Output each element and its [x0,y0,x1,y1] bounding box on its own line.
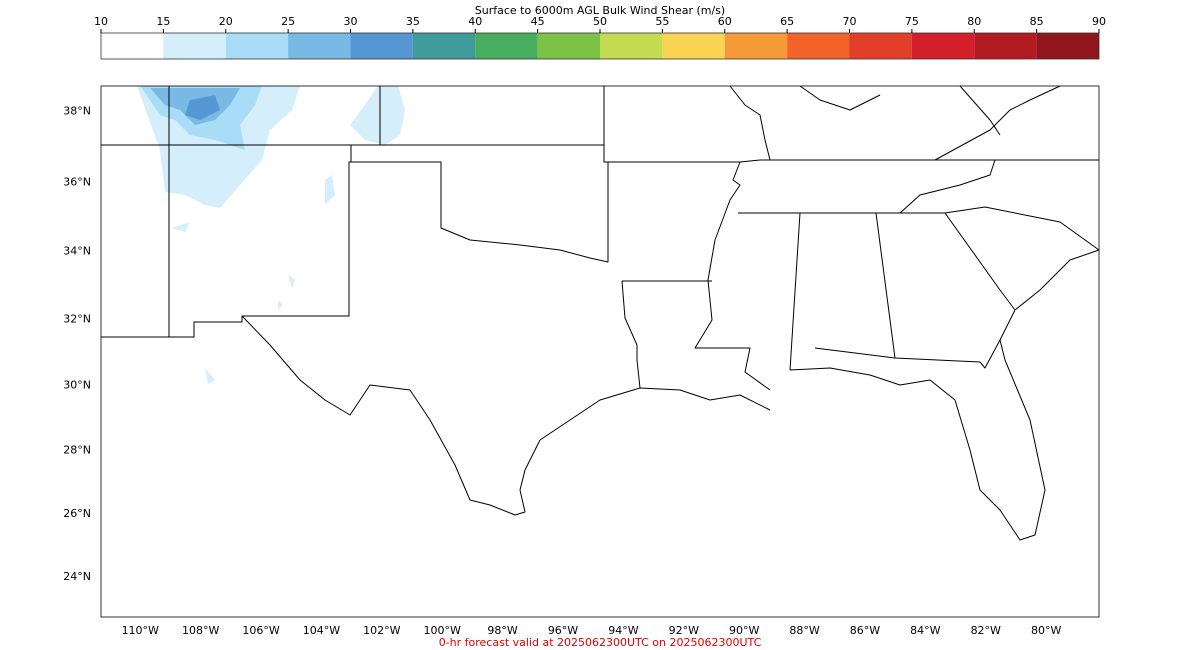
colorbar-tick-label: 75 [905,15,919,28]
lat-label: 38°N [63,104,91,117]
colorbar-swatch [849,33,912,59]
lon-label: 104°W [303,624,340,637]
state-line [604,161,771,391]
colorbar-tick-label: 30 [344,15,358,28]
colorbar-swatch [911,33,975,59]
colorbar-swatch [662,33,725,59]
lon-label: 86°W [850,624,880,637]
lon-label: 92°W [669,624,699,637]
colorbar-tick-label: 25 [281,15,295,28]
colorbar-swatch [537,33,600,59]
colorbar-tick-label: 20 [219,15,233,28]
lon-label: 102°W [363,624,400,637]
state-line [738,159,1100,371]
colorbar-swatch [350,33,413,59]
lat-label: 30°N [63,379,91,392]
lon-label: 108°W [182,624,219,637]
map-frame [100,85,1100,618]
lon-label: 94°W [608,624,638,637]
lat-label: 28°N [63,443,91,456]
lon-label: 96°W [548,624,578,637]
colorbar-tick-label: 50 [593,15,607,28]
colorbar-tick-label: 10 [94,15,108,28]
lon-label: 106°W [242,624,279,637]
lon-label: 82°W [971,624,1001,637]
lat-label: 36°N [63,175,91,188]
lon-label: 84°W [910,624,940,637]
coast-texas [241,315,771,516]
lat-label: 24°N [63,570,91,583]
colorbar-tick-label: 15 [156,15,170,28]
colorbar-swatch [288,33,351,59]
colorbar-tick-label: 70 [843,15,857,28]
shading-15 [350,86,405,145]
lat-label: 34°N [63,245,91,258]
lat-label: 32°N [63,312,91,325]
colorbar-swatch [724,33,788,59]
colorbar: 10 15 20 25 30 35 40 45 50 55 60 65 70 75 80 85 90 [94,15,1106,60]
boundaries [101,85,1100,541]
colorbar-swatch [163,33,226,59]
shear-shading [137,86,405,384]
colorbar-tick-label: 35 [406,15,420,28]
colorbar-swatch [600,33,663,59]
state-line [101,86,609,338]
state-line [729,85,1061,214]
lon-label: 98°W [487,624,517,637]
colorbar-tick-label: 80 [967,15,981,28]
colorbar-swatch [412,33,476,59]
colorbar-swatch [1036,33,1099,59]
colorbar-tick-label: 90 [1092,15,1106,28]
lon-label: 110°W [122,624,159,637]
colorbar-swatch [475,33,538,59]
lon-label: 80°W [1031,624,1061,637]
coast-east [789,249,1100,541]
shading-15 [172,175,335,384]
colorbar-tick-label: 65 [780,15,794,28]
lon-label: 100°W [424,624,461,637]
colorbar-tick-label: 45 [531,15,545,28]
colorbar-title: Surface to 6000m AGL Bulk Wind Shear (m/… [475,4,725,17]
lat-label: 26°N [63,507,91,520]
colorbar-tick-label: 60 [718,15,732,28]
colorbar-tick-label: 40 [468,15,482,28]
colorbar-swatch [974,33,1037,59]
lon-label: 90°W [729,624,759,637]
lon-label: 88°W [789,624,819,637]
colorbar-swatch [787,33,850,59]
footer: 0-hr forecast valid at 2025062300UTC on … [439,636,762,649]
colorbar-tick-label: 85 [1030,15,1044,28]
shading-30 [185,95,220,120]
colorbar-tick-label: 55 [655,15,669,28]
colorbar-swatch [101,33,164,59]
colorbar-swatch [225,33,289,59]
